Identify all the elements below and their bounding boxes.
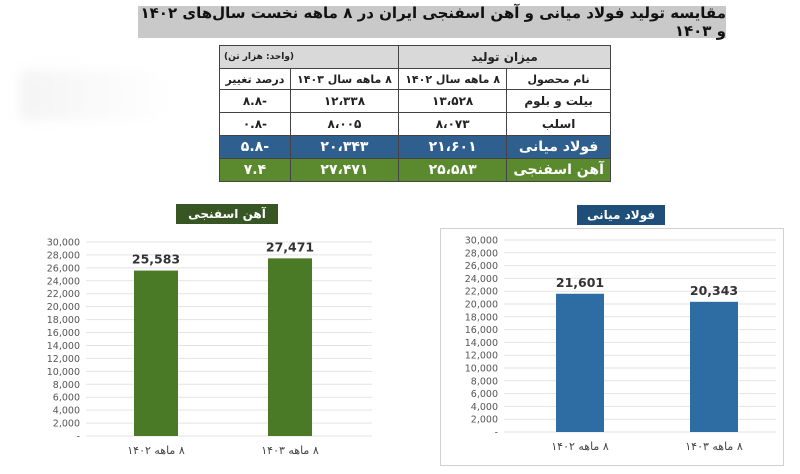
cell-change: -۸.۸ bbox=[219, 89, 291, 113]
y-tick-label: 2,000 bbox=[471, 415, 498, 426]
y-tick-label: 30,000 bbox=[465, 236, 498, 247]
table-column-header-row: نام محصول ۸ ماهه سال ۱۴۰۲ ۸ ماهه سال ۱۴۰… bbox=[219, 68, 611, 90]
page-title: مقایسه تولید فولاد میانی و آهن اسفنجی ای… bbox=[138, 4, 726, 40]
y-tick-label: 28,000 bbox=[465, 248, 498, 259]
y-tick-label: 14,000 bbox=[47, 341, 80, 352]
cell-product: اسلب bbox=[506, 112, 611, 136]
x-category-label: ۸ ماهه ۱۴۰۲ bbox=[551, 440, 609, 453]
y-tick-label: 14,000 bbox=[465, 338, 498, 349]
bar bbox=[556, 293, 604, 432]
bar bbox=[690, 301, 738, 432]
chart-title-intermediate-steel: فولاد میانی bbox=[577, 205, 665, 225]
cell-change: ۷.۴ bbox=[219, 158, 291, 182]
y-tick-label: 30,000 bbox=[47, 238, 80, 249]
x-category-label: ۸ ماهه ۱۴۰۳ bbox=[261, 444, 319, 457]
cell-change: -۰.۸ bbox=[219, 112, 291, 136]
y-tick-label: - bbox=[77, 432, 80, 443]
cell-1402: ۲۱،۶۰۱ bbox=[398, 135, 508, 159]
bar bbox=[268, 258, 312, 436]
y-tick-label: 2,000 bbox=[53, 419, 80, 430]
bar bbox=[134, 270, 178, 436]
cell-product: آهن اسفنجی bbox=[506, 158, 611, 182]
cell-1402: ۱۳،۵۲۸ bbox=[398, 89, 508, 113]
table-row-highlight-blue: فولاد میانی ۲۱،۶۰۱ ۲۰،۳۴۳ -۵.۸ bbox=[219, 135, 611, 159]
y-tick-label: 6,000 bbox=[53, 393, 80, 404]
production-table: میزان تولید (واحد: هزار تن) نام محصول ۸ … bbox=[218, 45, 611, 182]
y-tick-label: 24,000 bbox=[465, 274, 498, 285]
cell-1402: ۸،۰۷۳ bbox=[398, 112, 508, 136]
y-tick-label: 4,000 bbox=[53, 406, 80, 417]
column-header-1402: ۸ ماهه سال ۱۴۰۲ bbox=[398, 68, 508, 90]
y-tick-label: 16,000 bbox=[47, 328, 80, 339]
cell-product: بیلت و بلوم bbox=[506, 89, 611, 113]
cell-product: فولاد میانی bbox=[506, 135, 611, 159]
table-row-highlight-green: آهن اسفنجی ۲۵،۵۸۳ ۲۷،۴۷۱ ۷.۴ bbox=[219, 158, 611, 182]
y-tick-label: 28,000 bbox=[47, 250, 80, 261]
blurred-background-area bbox=[20, 70, 170, 120]
y-tick-label: - bbox=[495, 428, 498, 439]
data-label: 20,343 bbox=[690, 283, 738, 298]
sponge-iron-bar-chart: - 2,000 4,000 6,000 8,000 10,000 12,000 14,000 1… bbox=[47, 238, 372, 457]
y-tick-label: 26,000 bbox=[465, 261, 498, 272]
table-group-header: میزان تولید bbox=[398, 45, 611, 69]
y-tick-label: 24,000 bbox=[47, 276, 80, 287]
column-header-product: نام محصول bbox=[506, 68, 611, 90]
y-tick-label: 18,000 bbox=[465, 312, 498, 323]
cell-1403: ۲۰،۳۴۳ bbox=[289, 135, 400, 159]
y-tick-label: 10,000 bbox=[465, 364, 498, 375]
cell-1403: ۸،۰۰۵ bbox=[289, 112, 400, 136]
y-tick-label: 22,000 bbox=[47, 289, 80, 300]
column-header-change: درصد تغییر bbox=[219, 68, 291, 90]
unit-note: (واحد: هزار تن) bbox=[218, 45, 400, 69]
chart-title-sponge-iron: آهن اسفنجی bbox=[176, 204, 278, 224]
y-tick-label: 20,000 bbox=[47, 302, 80, 313]
data-label: 27,471 bbox=[266, 239, 314, 254]
y-tick-label: 16,000 bbox=[465, 325, 498, 336]
y-tick-label: 22,000 bbox=[465, 287, 498, 298]
x-category-label: ۸ ماهه ۱۴۰۲ bbox=[127, 444, 185, 457]
y-tick-label: 8,000 bbox=[53, 380, 80, 391]
table-row: بیلت و بلوم ۱۳،۵۲۸ ۱۲،۳۳۸ -۸.۸ bbox=[219, 89, 611, 113]
column-header-1403: ۸ ماهه سال ۱۴۰۳ bbox=[289, 68, 400, 90]
cell-1403: ۲۷،۴۷۱ bbox=[289, 158, 400, 182]
x-category-label: ۸ ماهه ۱۴۰۳ bbox=[685, 440, 743, 453]
y-tick-label: 12,000 bbox=[465, 351, 498, 362]
y-tick-label: 18,000 bbox=[47, 315, 80, 326]
y-tick-label: 4,000 bbox=[471, 402, 498, 413]
y-tick-label: 6,000 bbox=[471, 389, 498, 400]
y-tick-label: 26,000 bbox=[47, 263, 80, 274]
data-label: 21,601 bbox=[556, 275, 604, 290]
table-row: اسلب ۸،۰۷۳ ۸،۰۰۵ -۰.۸ bbox=[219, 112, 611, 136]
y-tick-label: 8,000 bbox=[471, 376, 498, 387]
cell-1403: ۱۲،۳۳۸ bbox=[289, 89, 400, 113]
cell-1402: ۲۵،۵۸۳ bbox=[398, 158, 508, 182]
data-label: 25,583 bbox=[132, 252, 180, 267]
table-group-header-row: میزان تولید (واحد: هزار تن) bbox=[218, 45, 611, 69]
cell-change: -۵.۸ bbox=[219, 135, 291, 159]
y-tick-label: 10,000 bbox=[47, 367, 80, 378]
y-tick-label: 12,000 bbox=[47, 354, 80, 365]
y-tick-label: 20,000 bbox=[465, 300, 498, 311]
